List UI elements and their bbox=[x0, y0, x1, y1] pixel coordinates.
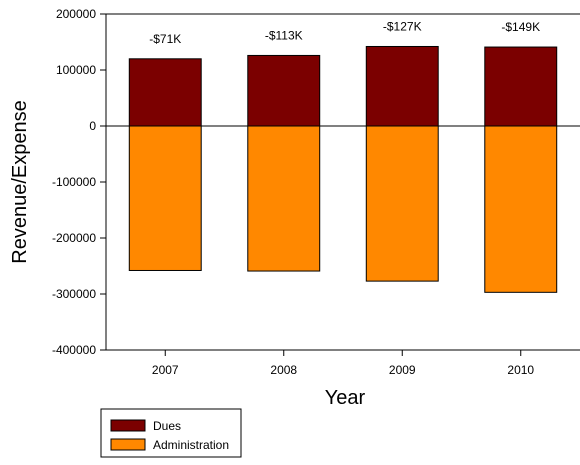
axes: 200000 100000 0 -100000 -200000 -300000 -40000… bbox=[52, 7, 580, 377]
x-tick-label: 2010 bbox=[507, 363, 534, 377]
y-tick-label: -200000 bbox=[52, 231, 96, 245]
bar-dues bbox=[484, 46, 558, 127]
legend-label-administration: Administration bbox=[153, 438, 229, 452]
bar-dues bbox=[365, 45, 439, 127]
x-axis-label: Year bbox=[325, 387, 366, 409]
bar-net-label: -$113K bbox=[265, 28, 303, 42]
y-tick-label: 100000 bbox=[56, 63, 96, 77]
legend-swatch-dues bbox=[110, 419, 146, 432]
x-tick-label: 2008 bbox=[270, 363, 297, 377]
bar-net-label: -$71K bbox=[149, 32, 181, 46]
x-tick-label: 2009 bbox=[389, 363, 416, 377]
bar-dues bbox=[128, 58, 202, 127]
legend-label-dues: Dues bbox=[153, 419, 181, 433]
y-tick-label: -100000 bbox=[52, 175, 96, 189]
y-tick-label: 200000 bbox=[56, 7, 96, 21]
bar-administration bbox=[247, 125, 321, 272]
bar-labels: -$71K -$113K -$127K -$149K bbox=[149, 19, 540, 45]
plot-area bbox=[128, 45, 558, 293]
y-tick-label: -300000 bbox=[52, 287, 96, 301]
legend-swatch-administration bbox=[110, 438, 146, 451]
bar-administration bbox=[128, 125, 202, 271]
y-tick-label: 0 bbox=[89, 119, 96, 133]
y-tick-label: -400000 bbox=[52, 343, 96, 357]
bar-administration bbox=[484, 125, 558, 293]
bar-net-label: -$149K bbox=[501, 20, 540, 34]
bar-administration bbox=[365, 125, 439, 282]
bar-dues bbox=[247, 54, 321, 127]
legend: Dues Administration bbox=[100, 408, 242, 458]
y-axis-label: Revenue/Expense bbox=[9, 100, 31, 263]
bar-net-label: -$127K bbox=[383, 19, 422, 33]
x-tick-label: 2007 bbox=[152, 363, 179, 377]
